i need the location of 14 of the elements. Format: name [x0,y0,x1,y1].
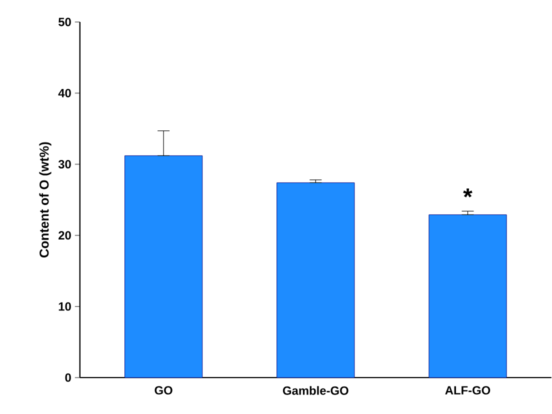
y-tick-label: 50 [58,18,71,26]
y-tick-label: 20 [58,231,71,240]
bar [428,214,507,378]
x-tick-label: Gamble-GO [282,386,348,396]
x-tick-label: ALF-GO [445,386,490,395]
bar [276,182,355,378]
y-tick-label: 30 [58,160,71,169]
y-tick-label: 40 [58,89,71,98]
y-tick-label: 10 [58,302,71,311]
y-axis-title: Content of O (wt%) [39,142,52,258]
annotation: * [463,188,472,198]
y-tick-label: 0 [65,374,71,382]
bar [124,156,203,378]
x-tick-label: GO [154,386,172,395]
